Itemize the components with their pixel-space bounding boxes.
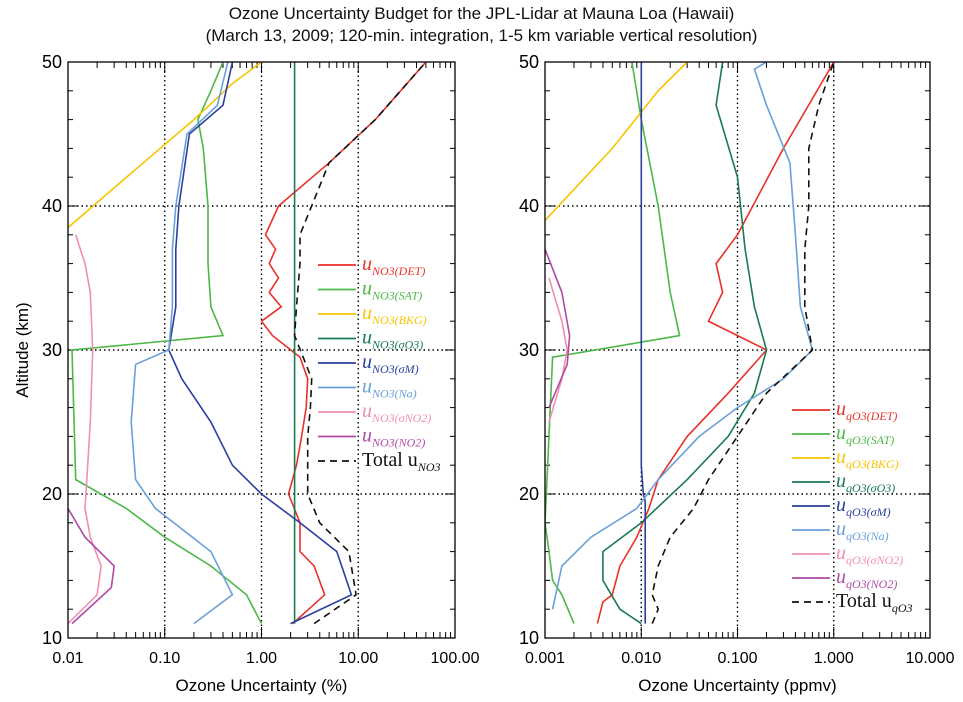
legend-label-total: Total uNO3 xyxy=(362,449,440,474)
x-tick-label: 1.000 xyxy=(814,650,854,667)
x-tick-label: 10.000 xyxy=(906,650,955,667)
y-tick-label: 50 xyxy=(42,52,62,72)
y-tick-label: 20 xyxy=(42,484,62,504)
legend-label-no2: uNO3(NO2) xyxy=(362,425,425,450)
y-tick-label: 40 xyxy=(42,196,62,216)
series-line-sno2 xyxy=(68,234,102,625)
legend-label-sno2: uNO3(σNO2) xyxy=(362,400,431,425)
series-line-det xyxy=(260,62,427,625)
plot-frame xyxy=(67,61,456,639)
y-axis-label: Altitude (km) xyxy=(13,302,32,397)
series-line-sat xyxy=(71,62,263,624)
y-tick-label: 30 xyxy=(42,340,62,360)
series-line-na xyxy=(130,62,234,625)
legend-label-det: uqO3(DET) xyxy=(836,398,897,423)
y-tick-label: 10 xyxy=(519,628,539,648)
series-line-no2 xyxy=(545,248,571,408)
legend-label-sm: uNO3(σM) xyxy=(362,351,419,376)
chart-subtitle: (March 13, 2009; 120-min. integration, 1… xyxy=(205,26,758,45)
series-line-no2 xyxy=(68,507,116,625)
legend-label-bkg: uqO3(BKG) xyxy=(836,446,899,471)
x-tick-label: 1.00 xyxy=(246,650,277,667)
series-line-total xyxy=(293,62,427,625)
x-tick-label: 0.010 xyxy=(621,650,661,667)
plot-frame xyxy=(544,61,931,639)
series-line-sm xyxy=(167,62,353,625)
panel-2: 0.001 0.010 0.100 1.000 10.000 10 20 30 40 50 Ozon… xyxy=(519,52,955,695)
legend-label-sm: uqO3(σM) xyxy=(836,494,891,519)
y-tick-label: 40 xyxy=(519,196,539,216)
legend-label-bkg: uNO3(BKG) xyxy=(362,302,427,327)
x-tick-label: 0.100 xyxy=(717,650,757,667)
x-axis-label: Ozone Uncertainty (%) xyxy=(176,676,348,695)
y-tick-label: 50 xyxy=(519,52,539,72)
legend-label-total: Total uqO3 xyxy=(836,590,912,615)
legend-label-so3: uqO3(σO3) xyxy=(836,470,895,495)
panel-1: 0.01 0.10 1.00 10.00 100.00 10 20 30 40 50 Ozone U… xyxy=(13,52,480,695)
legend-label-sno2: uqO3(σNO2) xyxy=(836,542,903,567)
series-line-det xyxy=(596,62,835,624)
series-line-total xyxy=(651,62,835,624)
legend-label-det: uNO3(DET) xyxy=(362,253,425,278)
series-line-so3 xyxy=(602,62,768,625)
series-line-sm xyxy=(640,62,646,624)
x-tick-label: 0.10 xyxy=(149,650,180,667)
series-line-bkg xyxy=(68,62,262,229)
legend-label-na: uNO3(Na) xyxy=(362,376,417,401)
series-line-bkg xyxy=(545,62,688,221)
legend-label-no2: uqO3(NO2) xyxy=(836,566,897,591)
legend-label-na: uqO3(Na) xyxy=(836,518,889,543)
y-tick-label: 20 xyxy=(519,484,539,504)
y-tick-label: 30 xyxy=(519,340,539,360)
x-tick-label: 10.00 xyxy=(338,650,378,667)
x-tick-label: 0.01 xyxy=(52,650,83,667)
series-line-sat xyxy=(545,62,681,624)
x-tick-label: 100.00 xyxy=(431,650,480,667)
series-line-sno2 xyxy=(548,277,569,423)
legend-label-sat: uqO3(SAT) xyxy=(836,422,894,447)
chart-title: Ozone Uncertainty Budget for the JPL-Lid… xyxy=(228,4,735,23)
series-line-na xyxy=(551,62,814,610)
legend-label-sat: uNO3(SAT) xyxy=(362,278,422,303)
y-tick-label: 10 xyxy=(42,628,62,648)
x-tick-label: 0.001 xyxy=(525,650,565,667)
x-axis-label: Ozone Uncertainty (ppmv) xyxy=(638,676,836,695)
legend-label-so3: uNO3(σO3) xyxy=(362,327,423,352)
